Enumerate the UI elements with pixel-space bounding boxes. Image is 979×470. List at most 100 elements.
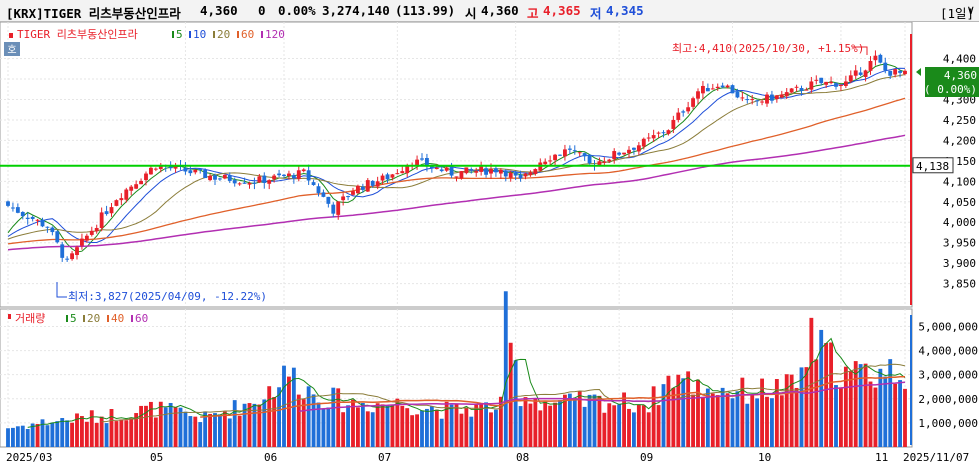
candle-body [55, 231, 60, 243]
candle-body [257, 176, 262, 183]
volume-bar [55, 421, 60, 447]
candle-body [597, 161, 602, 167]
volume-ma-legend-swatch [83, 315, 85, 322]
volume-bar [232, 400, 237, 447]
candle-body [701, 85, 705, 94]
candle-body [429, 165, 434, 169]
volume-bar [533, 399, 538, 447]
volume-bar [755, 398, 760, 447]
candle-body [858, 72, 863, 75]
volume-bar [252, 403, 257, 447]
candle-body [794, 86, 799, 88]
candle-body [715, 86, 720, 89]
volume-bar [178, 407, 183, 447]
volume-bar [809, 317, 814, 447]
date-tick-label: 09 [640, 451, 653, 464]
candle-body [341, 196, 346, 201]
volume-bar [168, 402, 173, 447]
order-badge[interactable] [4, 42, 20, 56]
candle-body [50, 227, 55, 233]
volume-bar [237, 415, 242, 447]
high-value: 4,365 [543, 3, 581, 18]
volume-bar [65, 420, 70, 447]
volume-bar [563, 394, 567, 447]
candle-body [351, 191, 355, 195]
candle-body [666, 130, 671, 134]
ma-legend-swatch [172, 31, 174, 38]
candle-body [518, 174, 523, 179]
candle-body [819, 77, 824, 84]
candle-body [469, 169, 474, 171]
price-tick-label: 4,200 [943, 134, 976, 147]
volume-bar [158, 401, 163, 447]
volume-bars [6, 291, 907, 447]
candle-body [65, 258, 70, 260]
date-tick-label: 06 [264, 451, 277, 464]
ma10-line [7, 67, 906, 243]
volume-bar [356, 407, 360, 447]
candle-body [710, 88, 715, 90]
volume-bar [247, 403, 252, 447]
candle-body [247, 182, 252, 185]
volume-bar [617, 404, 622, 447]
candle-body [479, 166, 484, 172]
candle-body [735, 91, 740, 98]
period-selector[interactable]: [1일] [940, 6, 975, 21]
candle-body [390, 174, 395, 178]
volume-bar [296, 394, 301, 447]
volume-bar [129, 418, 134, 447]
price-volume-chart[interactable]: 3,8503,9003,9504,0004,0504,1004,1504,200… [0, 21, 979, 466]
candle-body [774, 95, 779, 100]
date-tick-label: 2025/11/07 [903, 451, 969, 464]
candle-body [498, 169, 503, 174]
change-pct: 0.00% [278, 3, 316, 18]
candle-body [415, 159, 419, 166]
volume-bar [114, 421, 119, 447]
volume-bar [464, 408, 469, 447]
change-value: 0 [258, 3, 266, 18]
volume-bar [730, 398, 735, 447]
volume-bar [735, 391, 740, 447]
volume-bar [671, 387, 676, 447]
volume-bar [291, 367, 296, 447]
volume-bar [390, 405, 395, 447]
candle-body [434, 167, 439, 170]
volume-bar [15, 426, 20, 447]
candle-body [153, 168, 158, 170]
candle-body [656, 132, 661, 134]
candle-body [824, 81, 829, 85]
volume-bar [538, 410, 543, 447]
volume-bar [651, 386, 656, 447]
candle-body [646, 137, 651, 139]
volume-bar [198, 422, 203, 447]
candle-body [139, 180, 143, 185]
candle-body [696, 91, 700, 99]
volume-moving-averages [27, 337, 906, 428]
volume-bar [656, 405, 661, 447]
candle-body [296, 170, 301, 179]
candle-body [543, 161, 548, 165]
low-value: 4,345 [606, 3, 644, 18]
volume-bar [326, 407, 331, 447]
candle-body [449, 166, 454, 176]
volume-bar [681, 378, 686, 447]
candle-body [883, 62, 888, 71]
candle-body [834, 83, 838, 87]
candle-body [577, 152, 582, 154]
candle-body [277, 173, 281, 176]
ma-legend-label: 5 [176, 28, 183, 41]
volume-bar [425, 408, 429, 447]
candle-body [725, 85, 730, 88]
collapse-icon[interactable]: ∨ [967, 2, 975, 17]
candle-body [326, 196, 331, 204]
volume-ma-legend-label: 5 [70, 312, 77, 325]
stock-code: [KRX]TIGER 리츠부동산인프라 [6, 6, 181, 21]
volume-bar [257, 404, 262, 447]
candle-body [242, 182, 247, 184]
volume-bar [444, 401, 449, 447]
volume-bar [528, 403, 533, 447]
candle-body [60, 244, 65, 258]
volume-bar [380, 404, 385, 447]
candle-body [40, 219, 45, 227]
volume-bar [218, 414, 222, 447]
